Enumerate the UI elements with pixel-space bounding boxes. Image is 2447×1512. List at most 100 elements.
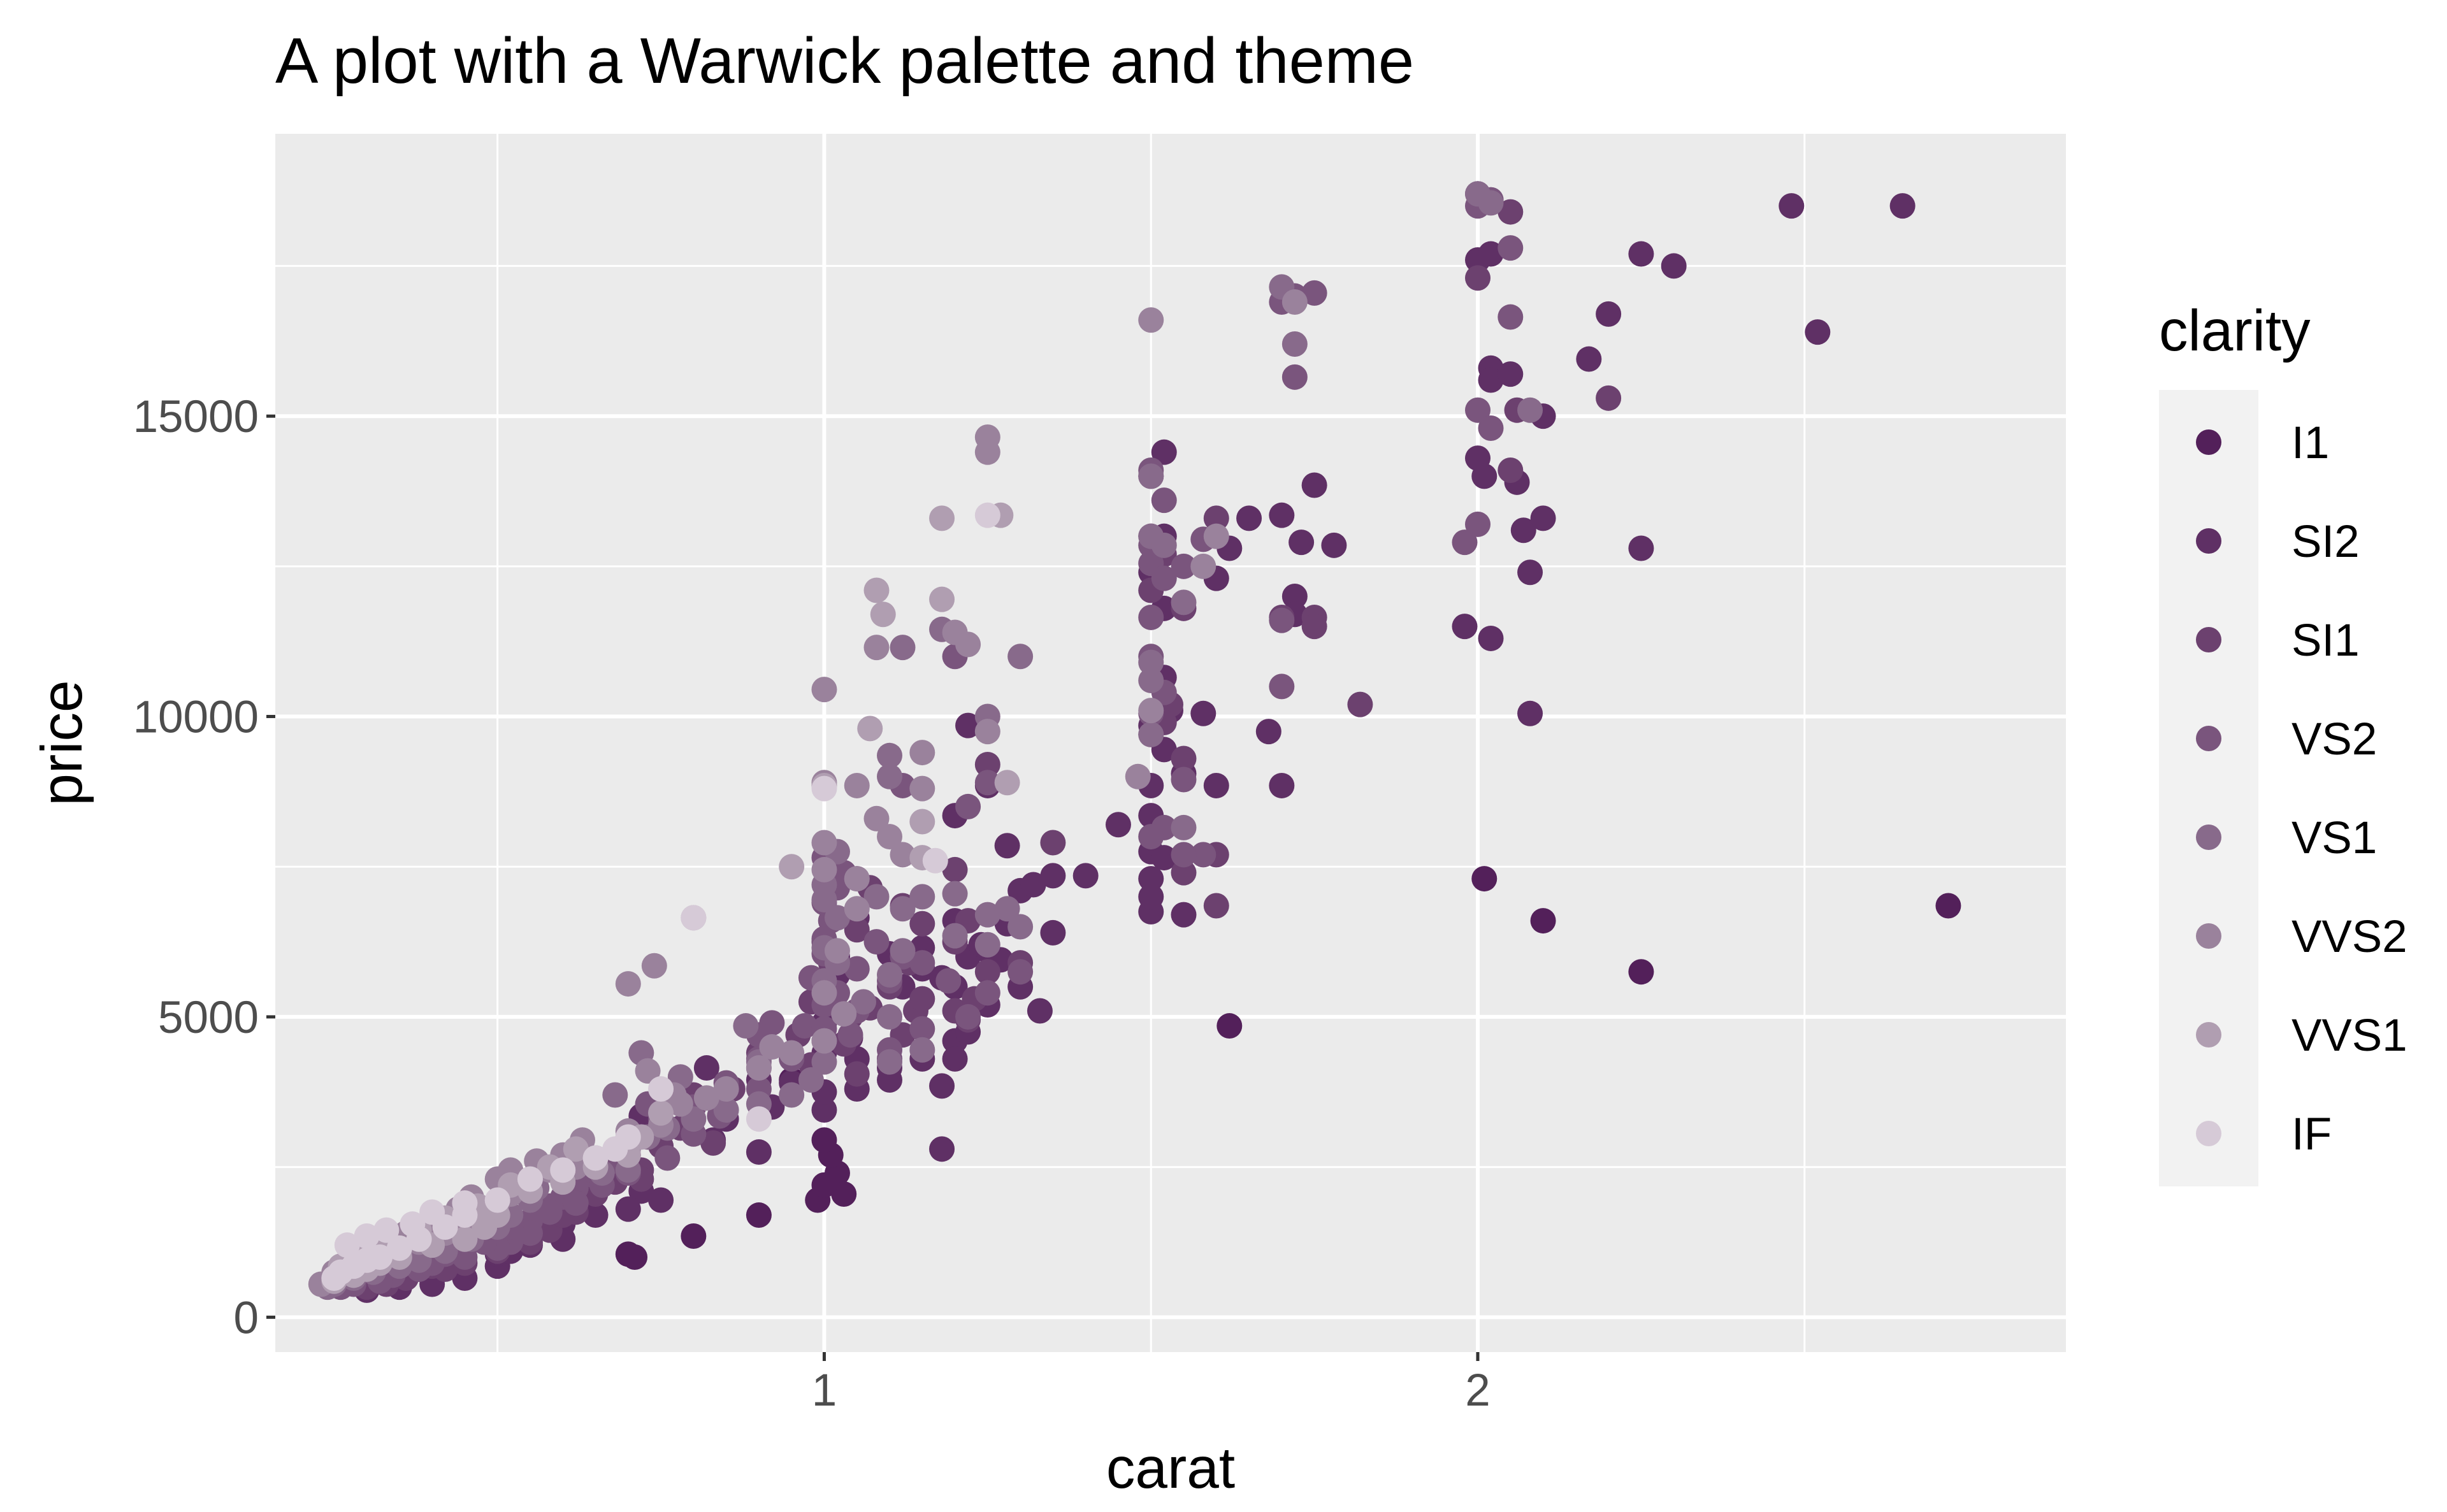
data-point (1498, 305, 1523, 330)
data-point (1517, 559, 1543, 585)
legend-key (2196, 1022, 2221, 1048)
legend-key-background (2159, 390, 2258, 1186)
legend-label: VS1 (2292, 813, 2377, 863)
legend-label: SI1 (2292, 616, 2360, 666)
data-point (1106, 812, 1131, 837)
legend-key (2196, 528, 2221, 554)
data-point (1282, 289, 1308, 315)
data-point (935, 968, 961, 993)
data-point (602, 1082, 628, 1107)
data-point (1288, 529, 1314, 555)
data-point (1040, 863, 1065, 888)
data-point (890, 938, 916, 963)
data-point (811, 677, 837, 702)
legend-key (2196, 726, 2221, 751)
data-point (942, 1046, 968, 1072)
data-point (955, 794, 981, 819)
data-point (929, 1073, 955, 1098)
data-point (1576, 347, 1601, 372)
data-point (1171, 815, 1197, 840)
data-point (1138, 668, 1164, 693)
data-point (1007, 644, 1033, 669)
data-point (419, 1199, 445, 1225)
data-point (622, 1244, 647, 1270)
data-point (909, 884, 935, 909)
legend-title: clarity (2159, 299, 2311, 363)
data-point (681, 905, 706, 930)
data-point (811, 980, 837, 1005)
data-point (616, 971, 641, 997)
data-point (746, 1139, 772, 1165)
data-point (1007, 959, 1033, 984)
data-point (517, 1166, 543, 1192)
data-point (955, 631, 981, 657)
data-point (844, 773, 870, 798)
legend: clarity I1SI2SI1VS2VS1VVS2VVS1IF (2159, 299, 2407, 1186)
chart-title: A plot with a Warwick palette and theme (275, 25, 1414, 97)
data-point (877, 1004, 902, 1030)
data-point (452, 1190, 477, 1216)
data-point (1779, 193, 1804, 219)
legend-label: VS2 (2292, 714, 2377, 765)
data-point (923, 848, 948, 874)
data-point (1125, 764, 1151, 789)
data-point (583, 1145, 609, 1170)
data-point (563, 1190, 589, 1216)
legend-label: SI2 (2292, 517, 2360, 567)
legend-label: VVS2 (2292, 912, 2407, 962)
data-point (1138, 463, 1164, 489)
data-point (825, 938, 850, 963)
data-point (811, 1172, 837, 1198)
y-tick-label: 10000 (133, 693, 259, 743)
data-point (995, 770, 1020, 795)
data-point (1517, 701, 1543, 726)
data-point (1190, 701, 1216, 726)
data-point (1661, 253, 1687, 278)
data-point (1040, 830, 1065, 856)
data-point (1269, 503, 1294, 528)
data-point (1138, 605, 1164, 630)
data-point (1498, 457, 1523, 483)
data-point (1204, 773, 1229, 798)
legend-label: IF (2292, 1109, 2332, 1160)
data-point (1478, 415, 1504, 441)
data-point (1236, 505, 1262, 531)
data-point (1027, 998, 1053, 1023)
x-tick-label: 1 (812, 1365, 837, 1416)
data-point (1073, 863, 1099, 888)
data-point (975, 719, 1000, 744)
data-point (681, 1223, 706, 1249)
data-point (321, 1265, 347, 1291)
data-point (648, 1187, 674, 1213)
data-point (1321, 533, 1346, 558)
data-point (1465, 512, 1491, 537)
data-point (909, 776, 935, 802)
data-point (746, 1106, 772, 1132)
data-point (1498, 235, 1523, 261)
data-point (1269, 773, 1294, 798)
data-point (1256, 719, 1281, 744)
data-point (929, 1136, 955, 1162)
y-axis: 0 5000 10000 15000 (133, 392, 275, 1343)
data-point (642, 953, 667, 979)
data-point (779, 1082, 804, 1107)
data-point (864, 929, 890, 954)
data-point (1040, 920, 1065, 946)
data-point (759, 1034, 784, 1060)
data-point (779, 854, 804, 879)
data-point (1531, 908, 1556, 933)
data-point (811, 776, 837, 802)
data-point (1465, 265, 1491, 291)
data-point (844, 866, 870, 891)
data-point (1151, 487, 1177, 513)
data-point (1531, 505, 1556, 531)
data-point (929, 505, 955, 531)
legend-key (2196, 1121, 2221, 1146)
data-point (811, 1028, 837, 1054)
legend-label: VVS1 (2292, 1011, 2407, 1061)
data-point (1151, 533, 1177, 558)
data-point (929, 587, 955, 612)
data-point (975, 440, 1000, 465)
data-point (857, 716, 883, 741)
data-point (844, 1061, 870, 1086)
